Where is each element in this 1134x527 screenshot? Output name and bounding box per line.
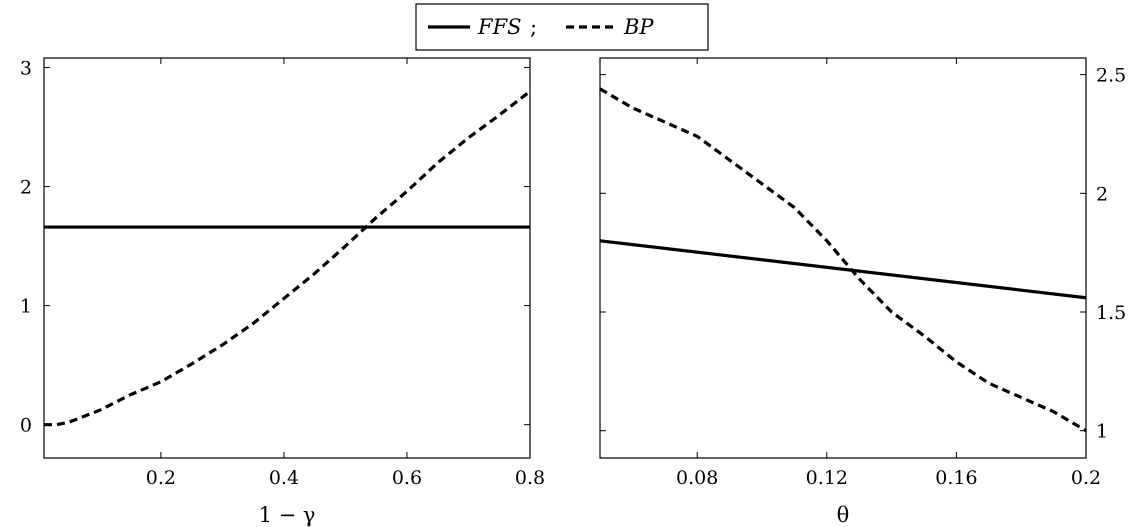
x-axis-label-right: θ	[837, 503, 850, 527]
y-tick-label-left: 1	[20, 296, 32, 318]
y-tick-label-right: 1.5	[1096, 302, 1126, 324]
plot-frame-right	[599, 57, 1087, 459]
x-tick-label-right: 0.08	[676, 467, 718, 489]
plot-area-left: 0.2 0.4 0.6 0.8 0 1 2 3	[20, 57, 545, 489]
x-tick-label-left: 0.2	[146, 467, 176, 489]
y-tick-label-right: 2	[1096, 183, 1108, 205]
y-tick-label-left: 2	[20, 177, 32, 199]
plot-frame-left	[43, 57, 531, 459]
y-tick-label-right: 1	[1096, 421, 1108, 443]
chart-panel-left: 0.2 0.4 0.6 0.8 0 1 2 3 1 − γ	[20, 57, 545, 527]
legend-label-bp: BP	[623, 15, 654, 39]
series-line-ffs-right	[599, 239, 1087, 300]
x-tick-label-right: 0.16	[935, 467, 977, 489]
x-tick-label-left: 0.4	[269, 467, 299, 489]
y-tick-label-left: 0	[20, 415, 32, 437]
legend: FFS ; BP	[415, 3, 709, 51]
plot-area-right: 0.08 0.12 0.16 0.2 1 1.5 2 2.5	[599, 57, 1126, 489]
y-tick-label-right: 2.5	[1096, 65, 1126, 87]
x-axis-label-left: 1 − γ	[259, 503, 316, 527]
y-tick-label-left: 3	[20, 58, 32, 80]
legend-label-ffs: FFS	[477, 15, 522, 39]
chart-panel-right: 0.08 0.12 0.16 0.2 1 1.5 2 2.5 θ	[599, 57, 1126, 527]
x-tick-label-right: 0.2	[1071, 467, 1101, 489]
series-line-bp-right	[599, 87, 1087, 433]
series-line-bp-left	[44, 90, 531, 427]
x-tick-label-left: 0.8	[515, 467, 545, 489]
x-tick-label-right: 0.12	[806, 467, 848, 489]
x-tick-label-left: 0.6	[392, 467, 422, 489]
legend-separator: ;	[530, 15, 537, 39]
